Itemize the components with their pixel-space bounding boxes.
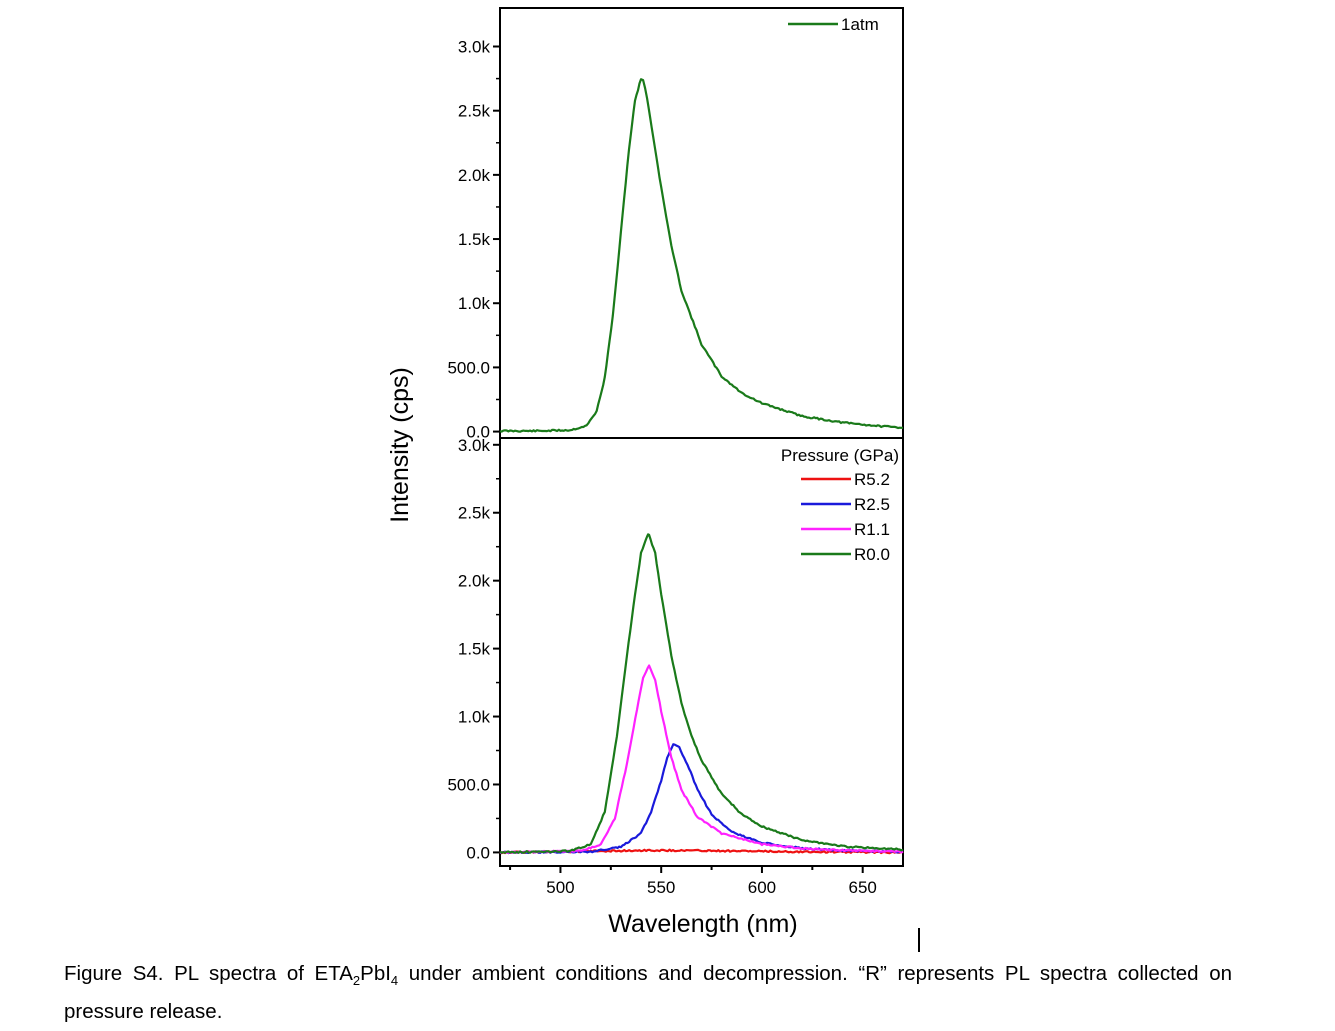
bottom-x-axis: 500 550 600 650 bbox=[509, 866, 877, 897]
bottom-y-axis: 0.0 500.0 1.0k 1.5k 2.0k 2.5k 3.0k bbox=[447, 436, 500, 862]
x-tick-label: 600 bbox=[748, 878, 776, 897]
bottom-y-tick-label: 2.5k bbox=[458, 504, 491, 523]
top-y-tick-label: 500.0 bbox=[447, 358, 490, 377]
bottom-plot-frame bbox=[499, 437, 904, 867]
bottom-legend-label: R0.0 bbox=[854, 545, 890, 564]
bottom-legend: Pressure (GPa) R5.2 R2.5 R1.1 R0.0 bbox=[781, 446, 899, 564]
top-legend: 1atm bbox=[788, 15, 879, 34]
top-y-axis: 0.0 500.0 1.0k 1.5k 2.0k 2.5k 3.0k bbox=[447, 38, 500, 442]
x-tick-label: 500 bbox=[546, 878, 574, 897]
bottom-legend-label: R5.2 bbox=[854, 470, 890, 489]
top-y-tick-label: 1.5k bbox=[458, 230, 491, 249]
bottom-series-group bbox=[499, 533, 904, 855]
bottom-legend-title: Pressure (GPa) bbox=[781, 446, 899, 465]
series-line-r0-0 bbox=[499, 533, 904, 854]
bottom-y-tick-label: 2.0k bbox=[458, 572, 491, 591]
bottom-legend-label: R1.1 bbox=[854, 520, 890, 539]
bottom-y-tick-label: 1.0k bbox=[458, 708, 491, 727]
caption-subscript-1: 2 bbox=[352, 973, 361, 989]
x-tick-label: 650 bbox=[849, 878, 877, 897]
caption-prefix: Figure S4. PL spectra of ETA bbox=[64, 962, 353, 985]
text-cursor-mark bbox=[918, 928, 920, 952]
caption-suffix: under ambient conditions and decompressi… bbox=[64, 962, 1232, 1023]
top-y-tick-label: 0.0 bbox=[466, 423, 490, 442]
bottom-legend-label: R2.5 bbox=[854, 495, 890, 514]
bottom-y-tick-label: 3.0k bbox=[458, 436, 491, 455]
bottom-y-tick-label: 500.0 bbox=[447, 775, 490, 794]
caption-mid: PbI bbox=[360, 962, 391, 985]
top-panel: 0.0 500.0 1.0k 1.5k 2.0k 2.5k 3.0k 1atm bbox=[447, 7, 904, 442]
top-series-group bbox=[499, 78, 904, 433]
y-axis-title: Intensity (cps) bbox=[386, 367, 414, 523]
series-line-1atm bbox=[499, 78, 904, 433]
top-plot-frame bbox=[499, 7, 904, 439]
caption-subscript-2: 4 bbox=[390, 973, 399, 989]
top-y-tick-label: 1.0k bbox=[458, 294, 491, 313]
top-y-tick-label: 3.0k bbox=[458, 38, 491, 57]
top-y-tick-label: 2.0k bbox=[458, 166, 491, 185]
top-legend-label: 1atm bbox=[841, 15, 879, 34]
bottom-y-tick-label: 0.0 bbox=[466, 843, 490, 862]
figure-caption: Figure S4. PL spectra of ETA2PbI4 under … bbox=[64, 955, 1232, 1031]
x-tick-label: 550 bbox=[647, 878, 675, 897]
x-axis-title: Wavelength (nm) bbox=[608, 910, 797, 938]
pl-spectra-figure: 0.0 500.0 1.0k 1.5k 2.0k 2.5k 3.0k 1atm 0.0 500… bbox=[386, 7, 904, 938]
bottom-panel: 0.0 500.0 1.0k 1.5k 2.0k 2.5k 3.0k 500 550 600 65… bbox=[447, 436, 904, 897]
bottom-y-tick-label: 1.5k bbox=[458, 640, 491, 659]
top-y-tick-label: 2.5k bbox=[458, 102, 491, 121]
